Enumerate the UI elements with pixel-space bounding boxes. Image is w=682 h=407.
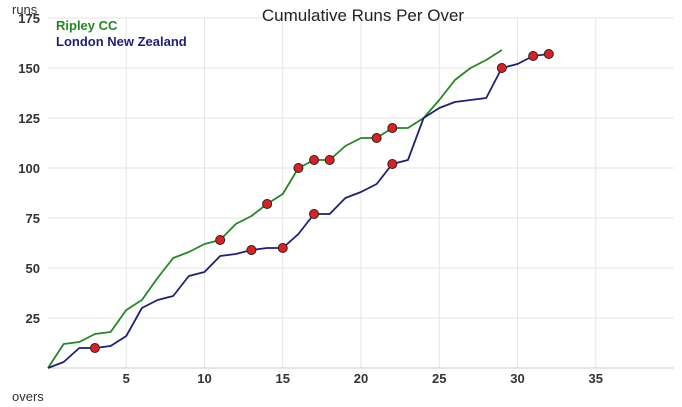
chart-title: Cumulative Runs Per Over <box>262 6 465 25</box>
wicket-marker-1-22 <box>387 159 398 169</box>
wicket-marker-0-17 <box>309 155 320 165</box>
y-tick-label-25: 25 <box>26 311 40 326</box>
wicket-marker-0-21 <box>371 133 382 143</box>
y-tick-label-50: 50 <box>26 261 40 276</box>
series-line-0 <box>47 49 503 369</box>
wicket-marker-1-3 <box>89 343 100 353</box>
y-tick-label-100: 100 <box>18 161 40 176</box>
x-tick-label-30: 30 <box>510 371 524 386</box>
wicket-marker-1-29 <box>496 63 507 73</box>
series-line-1 <box>47 53 549 369</box>
legend: Ripley CC London New Zealand <box>56 18 187 49</box>
wicket-marker-0-16 <box>293 163 304 173</box>
wicket-marker-1-15 <box>277 243 288 253</box>
x-tick-label-25: 25 <box>432 371 446 386</box>
y-tick-label-175: 175 <box>18 11 40 26</box>
x-tick-label-15: 15 <box>276 371 290 386</box>
grid-lines <box>48 17 674 368</box>
wicket-marker-1-31 <box>528 51 539 61</box>
y-tick-label-75: 75 <box>26 211 40 226</box>
y-tick-label-150: 150 <box>18 61 40 76</box>
wicket-marker-0-22 <box>387 123 398 133</box>
x-axis-label: overs <box>12 389 44 404</box>
y-tick-labels: 25 50 75 100 125 150 175 <box>18 11 40 326</box>
wicket-markers <box>89 49 554 353</box>
wicket-marker-0-18 <box>324 155 335 165</box>
series-lines <box>47 49 549 369</box>
wicket-marker-1-17 <box>309 209 320 219</box>
legend-entry-london-new-zealand: London New Zealand <box>56 34 187 49</box>
x-tick-label-35: 35 <box>589 371 603 386</box>
wicket-marker-0-14 <box>262 199 273 209</box>
legend-entry-ripley: Ripley CC <box>56 18 118 33</box>
x-tick-label-20: 20 <box>354 371 368 386</box>
wicket-marker-0-11 <box>215 235 226 245</box>
x-tick-label-10: 10 <box>197 371 211 386</box>
y-axis-label: runs <box>12 2 38 17</box>
x-tick-label-5: 5 <box>123 371 130 386</box>
wicket-marker-1-13 <box>246 245 257 255</box>
x-tick-labels: 5 10 15 20 25 30 35 <box>123 371 603 386</box>
wicket-marker-1-32 <box>543 49 554 59</box>
y-tick-label-125: 125 <box>18 111 40 126</box>
